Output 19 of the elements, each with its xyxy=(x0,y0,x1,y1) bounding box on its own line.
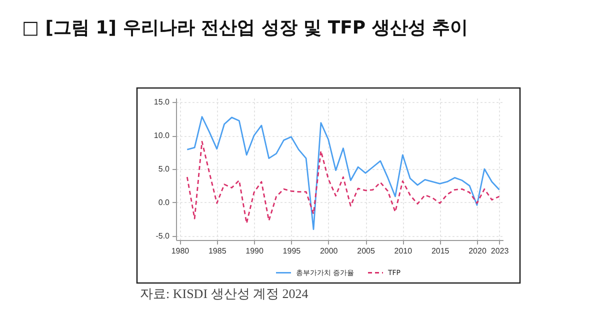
y-tick-label: 0.0 xyxy=(158,198,170,207)
y-tick-label: -5.0 xyxy=(156,231,170,240)
x-tick-label: 1985 xyxy=(208,246,227,256)
y-tick-label: 15.0 xyxy=(154,98,170,107)
x-tick-label: 1980 xyxy=(171,246,190,256)
y-tick-label: 5.0 xyxy=(158,164,170,174)
x-tick-label: 1995 xyxy=(282,246,302,256)
y-tick-label: 10.0 xyxy=(154,131,170,140)
x-tick-label: 2020 xyxy=(468,246,487,256)
line-series xyxy=(186,140,500,224)
line-series xyxy=(186,116,500,230)
x-tick-label: 2023 xyxy=(490,246,510,256)
chart-title: □ [그림 1] 우리나라 전산업 성장 및 TFP 생산성 추이 xyxy=(22,17,468,38)
x-tick-label: 2010 xyxy=(394,246,413,256)
text: 자료: KISDI 생산성 계정 2024 xyxy=(140,286,309,301)
x-tick-label: 2005 xyxy=(357,246,376,256)
x-tick-label: 1990 xyxy=(246,246,264,256)
x-tick-label: 2015 xyxy=(431,246,450,256)
x-tick-label: 2000 xyxy=(320,246,338,256)
